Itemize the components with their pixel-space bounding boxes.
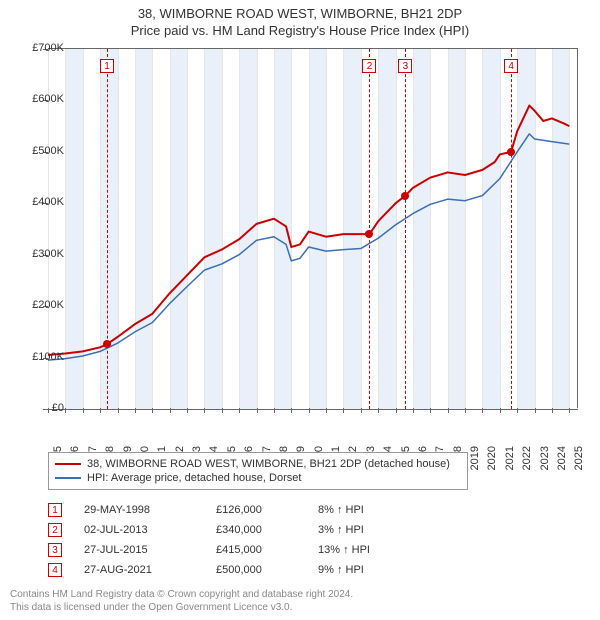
x-tick [535, 408, 536, 413]
x-tick [552, 408, 553, 413]
x-tick [413, 408, 414, 413]
x-axis-label: 2024 [556, 446, 568, 470]
y-axis-label: £0 [52, 402, 64, 414]
x-axis-label: 2020 [486, 446, 498, 470]
y-axis-label: £500K [32, 145, 64, 157]
series-price_paid [48, 106, 569, 355]
x-tick [465, 408, 466, 413]
event-price: £500,000 [216, 564, 296, 576]
series-hpi [48, 134, 569, 360]
x-tick [517, 408, 518, 413]
x-tick [569, 408, 570, 413]
x-tick [83, 408, 84, 413]
x-tick [204, 408, 205, 413]
legend: 38, WIMBORNE ROAD WEST, WIMBORNE, BH21 2… [48, 452, 468, 490]
x-tick [448, 408, 449, 413]
legend-row: HPI: Average price, detached house, Dors… [55, 471, 461, 485]
event-dot [365, 230, 373, 238]
title-line-2: Price paid vs. HM Land Registry's House … [0, 23, 600, 40]
event-number-box: 4 [48, 563, 62, 577]
title-block: 38, WIMBORNE ROAD WEST, WIMBORNE, BH21 2… [0, 0, 600, 42]
event-date: 02-JUL-2013 [84, 524, 194, 536]
y-axis-label: £600K [32, 93, 64, 105]
y-axis-label: £200K [32, 299, 64, 311]
footer-attribution: Contains HM Land Registry data © Crown c… [10, 588, 353, 614]
x-tick [309, 408, 310, 413]
x-tick [65, 408, 66, 413]
event-dot [507, 148, 515, 156]
event-price: £415,000 [216, 544, 296, 556]
x-tick [48, 408, 49, 413]
event-date: 27-AUG-2021 [84, 564, 194, 576]
y-axis-label: £700K [32, 42, 64, 54]
event-number-box: 2 [48, 523, 62, 537]
event-dot [401, 192, 409, 200]
event-number-box: 1 [48, 503, 62, 517]
plot-area: 1 2 3 4 [48, 48, 578, 408]
event-row: 2 02-JUL-2013 £340,000 3% ↑ HPI [48, 520, 418, 540]
x-axis-label: 2025 [573, 446, 585, 470]
event-delta: 3% ↑ HPI [318, 524, 418, 536]
x-tick [239, 408, 240, 413]
legend-label: HPI: Average price, detached house, Dors… [87, 472, 301, 484]
x-tick [187, 408, 188, 413]
event-delta: 13% ↑ HPI [318, 544, 418, 556]
event-price: £126,000 [216, 504, 296, 516]
footer-line-1: Contains HM Land Registry data © Crown c… [10, 588, 353, 601]
event-row: 3 27-JUL-2015 £415,000 13% ↑ HPI [48, 540, 418, 560]
y-axis-label: £100K [32, 351, 64, 363]
y-axis-label: £400K [32, 196, 64, 208]
x-tick [170, 408, 171, 413]
y-axis-label: £300K [32, 248, 64, 260]
x-tick [118, 408, 119, 413]
x-tick [274, 408, 275, 413]
event-marker-box: 2 [362, 59, 376, 73]
x-tick [100, 408, 101, 413]
legend-row: 38, WIMBORNE ROAD WEST, WIMBORNE, BH21 2… [55, 457, 461, 471]
event-dot [103, 340, 111, 348]
event-delta: 8% ↑ HPI [318, 504, 418, 516]
event-row: 4 27-AUG-2021 £500,000 9% ↑ HPI [48, 560, 418, 580]
event-date: 27-JUL-2015 [84, 544, 194, 556]
x-axis-label: 2019 [469, 446, 481, 470]
x-tick [396, 408, 397, 413]
x-axis-baseline [48, 409, 578, 410]
x-tick [135, 408, 136, 413]
event-marker-box: 4 [504, 59, 518, 73]
title-line-1: 38, WIMBORNE ROAD WEST, WIMBORNE, BH21 2… [0, 6, 600, 23]
x-tick [326, 408, 327, 413]
event-marker-box: 3 [398, 59, 412, 73]
event-marker-box: 1 [100, 59, 114, 73]
series-svg [48, 49, 578, 409]
x-tick [152, 408, 153, 413]
x-tick [378, 408, 379, 413]
event-row: 1 29-MAY-1998 £126,000 8% ↑ HPI [48, 500, 418, 520]
footer-line-2: This data is licensed under the Open Gov… [10, 601, 353, 614]
legend-label: 38, WIMBORNE ROAD WEST, WIMBORNE, BH21 2… [87, 458, 450, 470]
event-number-box: 3 [48, 543, 62, 557]
events-table: 1 29-MAY-1998 £126,000 8% ↑ HPI 2 02-JUL-2013… [48, 500, 418, 580]
x-tick [430, 408, 431, 413]
x-tick [500, 408, 501, 413]
x-axis-label: 2023 [539, 446, 551, 470]
x-tick [257, 408, 258, 413]
legend-swatch [55, 477, 81, 479]
event-delta: 9% ↑ HPI [318, 564, 418, 576]
event-price: £340,000 [216, 524, 296, 536]
x-axis-label: 2022 [521, 446, 533, 470]
x-tick [291, 408, 292, 413]
x-tick [343, 408, 344, 413]
x-tick [482, 408, 483, 413]
x-tick [222, 408, 223, 413]
chart-container: 38, WIMBORNE ROAD WEST, WIMBORNE, BH21 2… [0, 0, 600, 620]
x-tick [361, 408, 362, 413]
legend-swatch [55, 463, 81, 465]
x-axis-label: 2021 [504, 446, 516, 470]
event-date: 29-MAY-1998 [84, 504, 194, 516]
